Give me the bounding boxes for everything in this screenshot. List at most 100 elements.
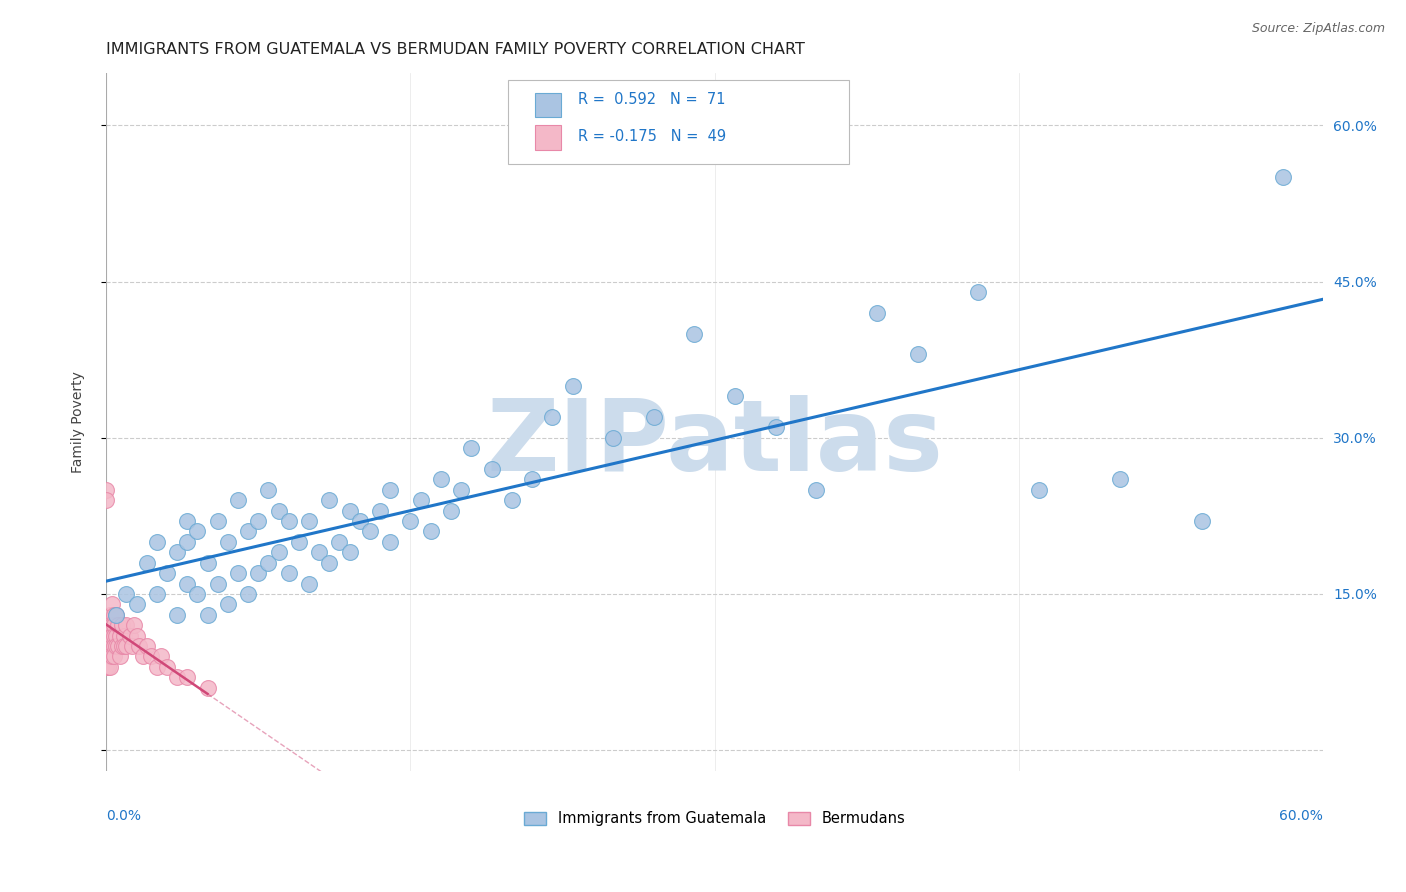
Point: [267, 545, 290, 559]
Point: [146, 587, 169, 601]
Point: [247, 514, 270, 528]
Point: [277, 514, 299, 528]
Point: [105, 639, 128, 653]
Point: [318, 556, 340, 570]
Point: [98, 618, 121, 632]
Point: [409, 493, 432, 508]
Point: [236, 587, 259, 601]
Point: [146, 534, 169, 549]
Point: [257, 556, 280, 570]
Point: [103, 649, 125, 664]
Point: [1191, 514, 1213, 528]
Point: [115, 618, 138, 632]
Point: [97, 618, 120, 632]
Y-axis label: Family Poverty: Family Poverty: [72, 371, 86, 473]
Point: [166, 545, 188, 559]
Point: [561, 378, 583, 392]
Point: [131, 649, 153, 664]
Point: [602, 431, 624, 445]
Point: [197, 556, 219, 570]
Point: [298, 576, 321, 591]
Point: [724, 389, 747, 403]
Point: [267, 503, 290, 517]
Point: [101, 598, 124, 612]
Point: [98, 649, 121, 664]
Point: [125, 629, 148, 643]
Point: [97, 629, 120, 643]
Point: [643, 409, 665, 424]
Point: [1271, 170, 1294, 185]
FancyBboxPatch shape: [508, 80, 849, 164]
FancyBboxPatch shape: [534, 93, 561, 117]
Point: [94, 660, 117, 674]
Point: [176, 576, 198, 591]
Legend: Immigrants from Guatemala, Bermudans: Immigrants from Guatemala, Bermudans: [517, 804, 912, 833]
Point: [112, 639, 135, 653]
Point: [98, 607, 121, 622]
Point: [156, 566, 179, 581]
Point: [166, 670, 188, 684]
Point: [257, 483, 280, 497]
Point: [105, 607, 128, 622]
Point: [125, 598, 148, 612]
Point: [103, 629, 125, 643]
Point: [1109, 472, 1132, 486]
Point: [97, 660, 120, 674]
Point: [765, 420, 787, 434]
Point: [967, 285, 990, 299]
Point: [339, 503, 361, 517]
Point: [359, 524, 381, 539]
Point: [176, 670, 198, 684]
Point: [1028, 483, 1050, 497]
Point: [866, 306, 889, 320]
Point: [111, 618, 134, 632]
Point: [683, 326, 706, 341]
Point: [440, 503, 463, 517]
Point: [226, 566, 249, 581]
Point: [197, 607, 219, 622]
Point: [247, 566, 270, 581]
Point: [378, 483, 401, 497]
Point: [308, 545, 330, 559]
Point: [298, 514, 321, 528]
Point: [481, 462, 503, 476]
Point: [217, 534, 239, 549]
Point: [124, 618, 146, 632]
Text: Source: ZipAtlas.com: Source: ZipAtlas.com: [1251, 22, 1385, 36]
Point: [520, 472, 543, 486]
Point: [146, 660, 169, 674]
Point: [139, 649, 162, 664]
Point: [804, 483, 827, 497]
Point: [103, 639, 125, 653]
Point: [318, 493, 340, 508]
Point: [101, 629, 124, 643]
Point: [907, 347, 929, 361]
Text: R = -0.175   N =  49: R = -0.175 N = 49: [578, 128, 727, 144]
Point: [111, 639, 134, 653]
Point: [399, 514, 422, 528]
Point: [101, 618, 124, 632]
Point: [450, 483, 472, 497]
Point: [288, 534, 311, 549]
Point: [112, 629, 135, 643]
Point: [98, 639, 121, 653]
Point: [135, 556, 157, 570]
Point: [94, 639, 117, 653]
Point: [419, 524, 441, 539]
Point: [103, 618, 125, 632]
Point: [339, 545, 361, 559]
Point: [378, 534, 401, 549]
Point: [94, 493, 117, 508]
Text: 60.0%: 60.0%: [1279, 809, 1323, 822]
Point: [156, 660, 179, 674]
Point: [236, 524, 259, 539]
Point: [217, 598, 239, 612]
Text: ZIPatlas: ZIPatlas: [486, 394, 943, 491]
Point: [368, 503, 391, 517]
Point: [328, 534, 350, 549]
Point: [226, 493, 249, 508]
Point: [430, 472, 453, 486]
Point: [176, 534, 198, 549]
Point: [121, 639, 143, 653]
Point: [94, 483, 117, 497]
